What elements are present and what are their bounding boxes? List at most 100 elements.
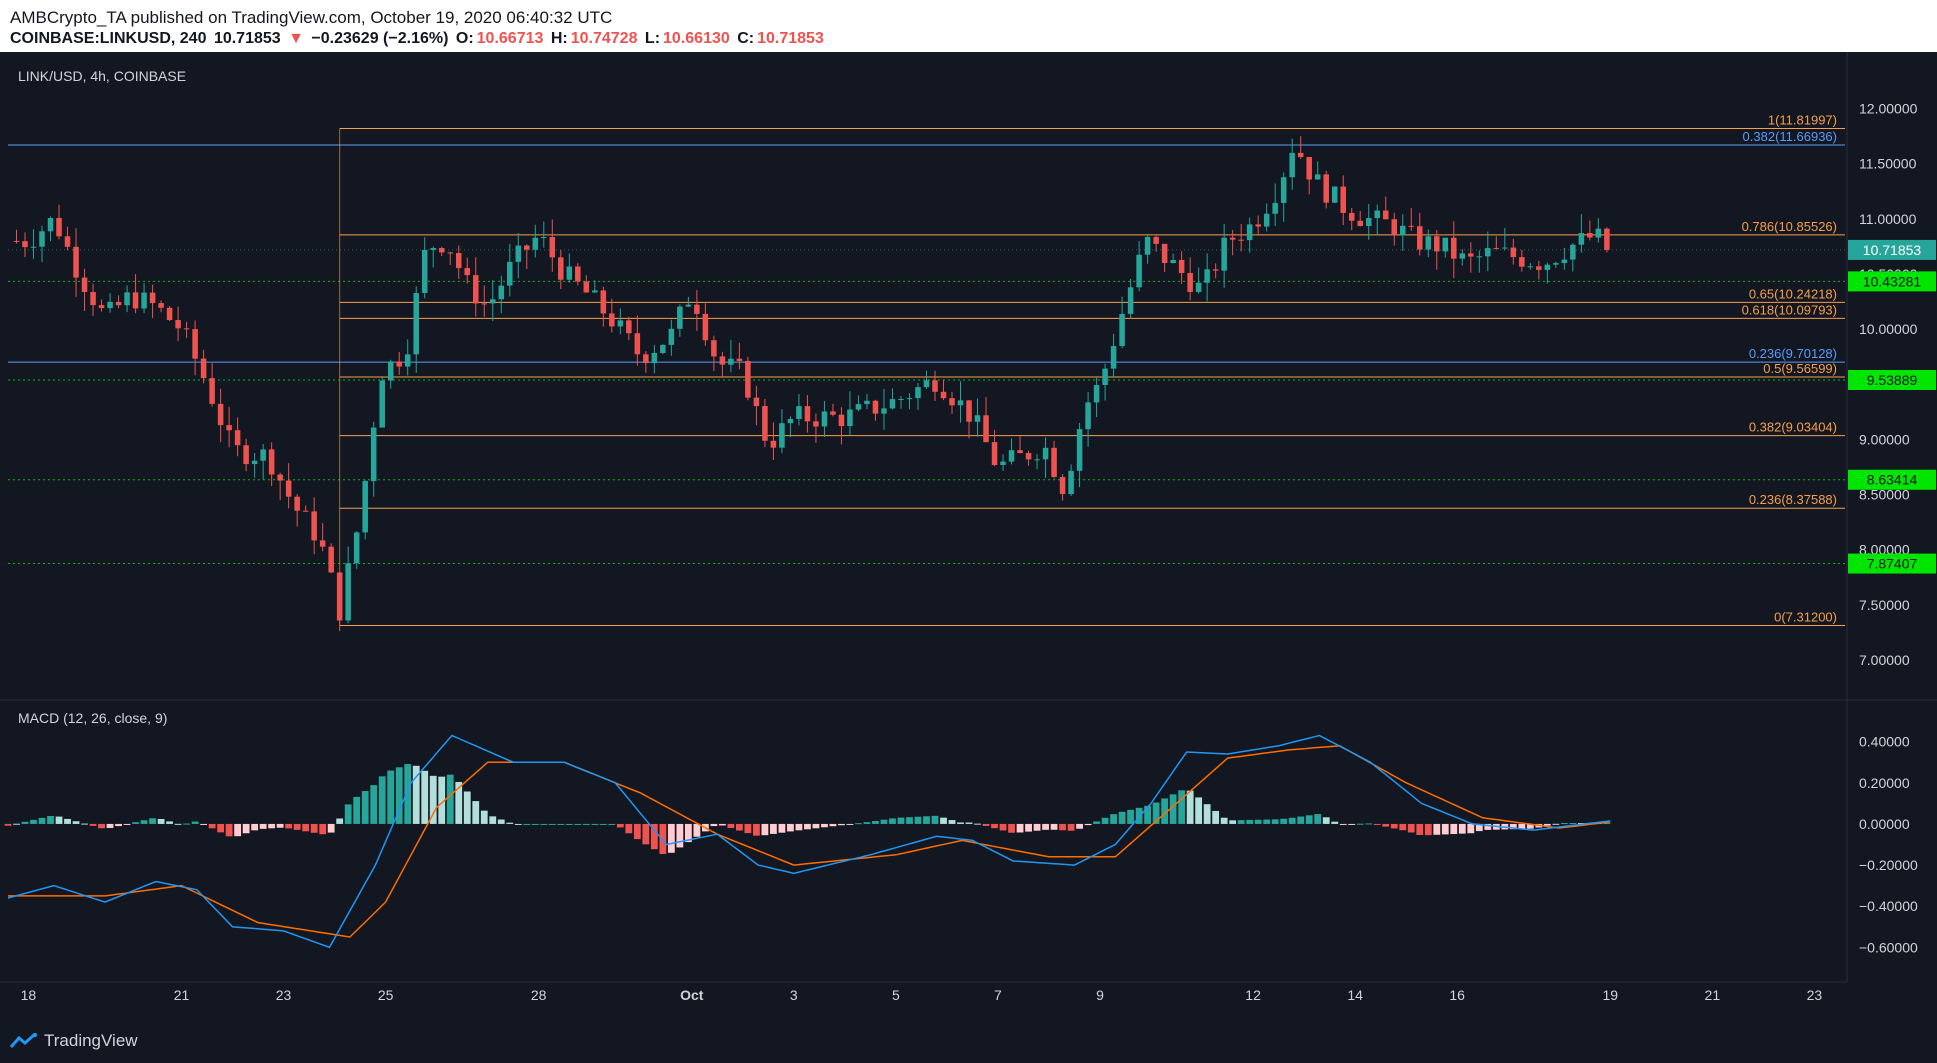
candle-body (64, 236, 71, 247)
macd-histogram-bar (47, 815, 54, 824)
macd-histogram-bar (1008, 823, 1015, 833)
candle-body (379, 380, 385, 428)
macd-histogram-bar (1288, 817, 1296, 824)
candle-body (1442, 237, 1449, 252)
macd-histogram-bar (1484, 823, 1492, 830)
macd-histogram-bar (582, 823, 590, 825)
candle-body (558, 257, 564, 280)
price-pane[interactable]: 0.382(11.66936) 0.236(9.70128) 1(11.81997)… (8, 112, 1845, 632)
macd-histogram-bar (557, 823, 565, 825)
candle-body (1204, 269, 1210, 283)
macd-histogram-bar (940, 817, 947, 824)
candle-body (1272, 202, 1278, 214)
candle-body (966, 400, 972, 422)
candle-body (1519, 257, 1525, 267)
date-tick-label: 12 (1245, 987, 1261, 1003)
macd-histogram-bar (1603, 823, 1611, 825)
published-line: AMBCrypto_TA published on TradingView.co… (10, 8, 613, 27)
support-price-label: 10.43281 (1863, 273, 1922, 289)
tradingview-logo[interactable]: TradingView (10, 1031, 138, 1051)
candle-body (217, 403, 224, 426)
macd-histogram-bar (21, 821, 29, 824)
macd-histogram-bar (319, 823, 327, 835)
macd-histogram-bar (115, 823, 122, 827)
candle-body (413, 293, 419, 355)
macd-histogram-bar (1033, 823, 1041, 831)
candle-body (762, 406, 768, 441)
fib-orange-label: 0.618(10.09793) (1742, 302, 1837, 317)
candle-body (124, 292, 130, 306)
macd-histogram-bar (1271, 819, 1279, 824)
macd-pane[interactable] (4, 734, 1611, 949)
candle-body (13, 240, 20, 242)
macd-histogram-bar (1526, 823, 1534, 829)
macd-histogram-bar (404, 764, 412, 824)
macd-histogram-bar (429, 775, 437, 824)
macd-histogram-bar (693, 823, 701, 837)
macd-histogram-bar (838, 823, 845, 826)
candle-body (1255, 224, 1261, 227)
candle-body (651, 352, 658, 364)
macd-tick-label: −0.60000 (1859, 939, 1918, 955)
candle-body (1085, 402, 1091, 430)
macd-histogram-bar (1552, 823, 1560, 825)
macd-histogram-bar (344, 804, 352, 824)
macd-histogram-bar (548, 823, 556, 825)
candle-body (770, 440, 777, 448)
macd-histogram-bar (710, 823, 718, 827)
candle-body (949, 398, 955, 406)
macd-histogram-bar (1509, 823, 1517, 830)
macd-histogram-bar (200, 823, 208, 825)
fib-blue-label: 0.236(9.70128) (1749, 346, 1837, 361)
candle-body (634, 333, 641, 355)
macd-histogram-bar (599, 823, 607, 825)
macd-histogram-bar (1135, 807, 1143, 824)
macd-histogram-bar (497, 819, 505, 824)
candle-body (719, 356, 726, 365)
candle-body (183, 328, 190, 330)
candle-body (1153, 236, 1159, 244)
macd-histogram-bar (906, 817, 913, 824)
macd-histogram-bar (327, 823, 335, 833)
date-tick-label: 5 (892, 987, 900, 1003)
candle-body (1136, 254, 1142, 288)
candle-body (396, 361, 402, 367)
candle-body (983, 415, 989, 443)
candle-body (498, 285, 505, 300)
candle-body (889, 399, 896, 409)
candle-body (1595, 228, 1602, 238)
support-price-tag (1848, 271, 1936, 292)
candle-body (1459, 253, 1466, 259)
candle-body (855, 404, 862, 410)
candle-body (507, 261, 513, 286)
candle-body (1570, 244, 1576, 260)
macd-histogram-bar (1518, 823, 1526, 829)
macd-histogram-bar (1297, 816, 1305, 824)
candle-body (149, 292, 156, 304)
candle-body (132, 292, 139, 309)
macd-histogram-bar (251, 823, 259, 831)
macd-histogram-bar (140, 820, 148, 824)
candle-body (158, 303, 164, 308)
candle-body (362, 481, 368, 533)
macd-histogram-bar (336, 818, 344, 824)
price-change: −0.23629 (−2.16%) (311, 30, 449, 47)
macd-histogram-bar (1424, 823, 1432, 836)
macd-histogram-bar (744, 823, 752, 834)
macd-histogram-bar (276, 823, 284, 828)
date-tick-label: 16 (1449, 987, 1465, 1003)
candle-body (991, 442, 998, 465)
macd-histogram-bar (1110, 814, 1118, 824)
price-tick-label: 10.00000 (1859, 321, 1918, 337)
macd-histogram-bar (217, 823, 225, 833)
macd-histogram-bar (1118, 811, 1126, 824)
macd-histogram-bar (421, 770, 429, 824)
candle-body (1263, 213, 1270, 227)
macd-histogram-bar (4, 823, 12, 826)
chart-canvas[interactable]: 0.382(11.66936) 0.236(9.70128) 1(11.81997)… (0, 52, 1937, 1022)
date-tick-label: 23 (1807, 987, 1823, 1003)
macd-histogram-bar (931, 815, 939, 824)
candle-body (489, 299, 496, 304)
candle-body (39, 231, 45, 247)
macd-histogram-bar (81, 823, 88, 825)
